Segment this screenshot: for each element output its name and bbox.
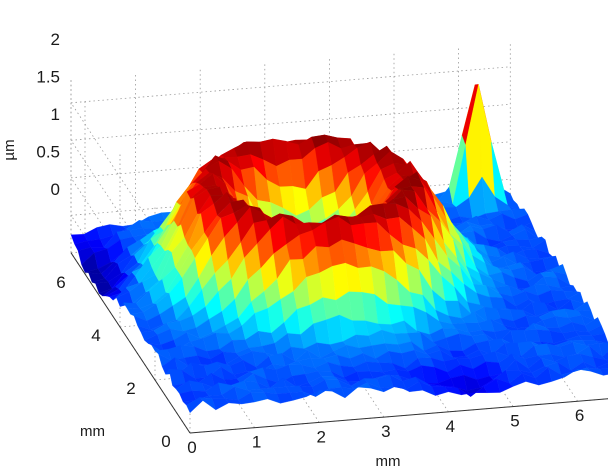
z-tick-label: 0.5 xyxy=(36,143,60,162)
grid-line xyxy=(70,141,511,179)
x-tick-label: 3 xyxy=(381,422,390,441)
z-tick-label: 1.5 xyxy=(36,68,60,87)
y-tick-label: 6 xyxy=(56,273,65,292)
y-tick-label: 0 xyxy=(161,432,170,451)
x-tick-label: 2 xyxy=(316,427,325,446)
z-tick-label: 2 xyxy=(51,30,60,49)
grid-line xyxy=(70,66,511,104)
x-tick-label: 4 xyxy=(446,417,455,436)
x-tick-label: 1 xyxy=(252,433,261,452)
surface-cell xyxy=(605,359,608,362)
axes-frame xyxy=(70,252,608,434)
y-axis-line xyxy=(70,252,191,434)
z-tick-label: 1 xyxy=(51,105,60,124)
grid-line xyxy=(70,178,511,216)
z-tick-label: 0 xyxy=(51,180,60,199)
surface-cell xyxy=(598,342,608,357)
x-axis-label: mm xyxy=(376,453,401,470)
surface-cell xyxy=(595,362,608,370)
surface-cell xyxy=(602,351,608,361)
y-axis-label: mm xyxy=(80,423,105,440)
tick-labels: 0 1 2 3 4 5 6 0 2 4 6 0 0.5 1 1.5 2 xyxy=(36,30,584,457)
z-axis-label: µm xyxy=(1,139,18,160)
y-tick-label: 2 xyxy=(126,379,135,398)
x-tick-label: 6 xyxy=(575,406,584,425)
y-tick-label: 4 xyxy=(91,326,100,345)
x-axis-line xyxy=(189,398,608,434)
surface-cell xyxy=(599,368,608,376)
x-tick-label: 5 xyxy=(510,412,519,431)
x-tick-label: 0 xyxy=(187,438,196,457)
grid-line xyxy=(70,103,511,141)
surface-mesh xyxy=(70,84,608,414)
